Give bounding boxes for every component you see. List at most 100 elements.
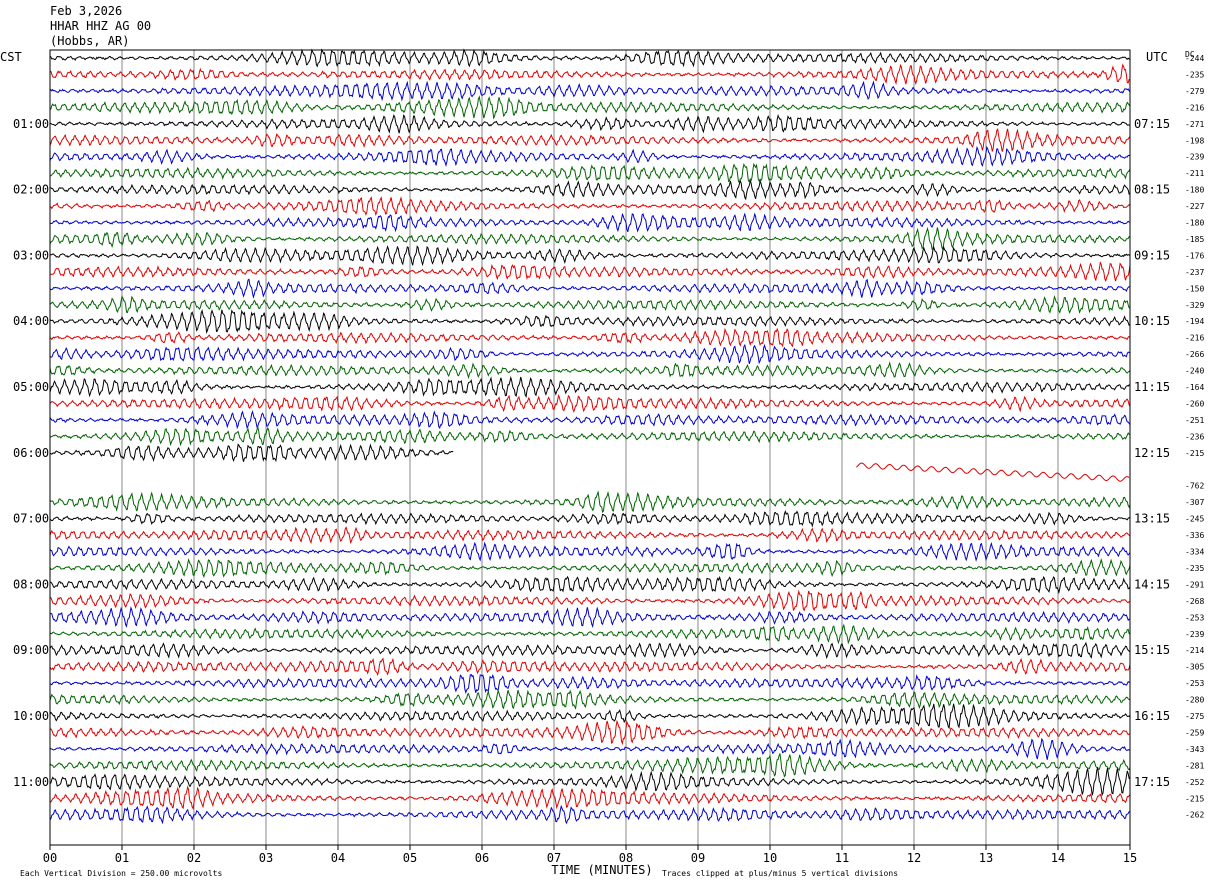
dc-offset-label: -245 [1185, 515, 1204, 524]
trace-line [49, 575, 1131, 595]
trace-line [49, 719, 1131, 746]
trace-line [49, 327, 1131, 348]
utc-hour-label: 14:15 [1134, 577, 1170, 591]
trace-line [49, 623, 1131, 645]
trace-line [49, 375, 1131, 398]
trace-line [49, 541, 1131, 562]
clip-note: Traces clipped at plus/minus 5 vertical … [662, 869, 898, 878]
trace-line [49, 63, 1131, 86]
plot-frame [49, 49, 1131, 846]
dc-offset-label: -307 [1185, 498, 1204, 507]
trace-line [49, 394, 1131, 413]
dc-offset-label: -343 [1185, 745, 1204, 754]
trace-line [856, 462, 1130, 482]
x-tick-label: 11 [835, 851, 849, 865]
utc-hour-label: 17:15 [1134, 775, 1170, 789]
dc-offset-label: -240 [1185, 367, 1204, 376]
cst-hour-label: 11:00 [13, 775, 49, 789]
dc-offset-label: -235 [1185, 70, 1204, 79]
trace-line [49, 179, 1131, 201]
trace-line [49, 145, 1131, 167]
dc-offset-label: -334 [1185, 548, 1204, 557]
x-tick-label: 01 [115, 851, 129, 865]
x-tick-label: 02 [187, 851, 201, 865]
trace-line [49, 261, 1131, 283]
trace-line [49, 343, 1131, 365]
utc-hour-label: 11:15 [1134, 380, 1170, 394]
trace-line [49, 48, 1131, 68]
label-group: 00 01 02 03 04 05 06 07 08 09 10 11 12 13 14 15 -244 -235… [0, 50, 1204, 878]
dc-offset-label: -275 [1185, 712, 1204, 721]
x-tick-label: 15 [1123, 851, 1137, 865]
dc-offset-label: -252 [1185, 778, 1204, 787]
cst-hour-label: 10:00 [13, 709, 49, 723]
dc-offset-label: -280 [1185, 696, 1204, 705]
dc-offset-label: -227 [1185, 202, 1204, 211]
dc-offset-label: -291 [1185, 580, 1204, 589]
header-date: Feb 3,2026 [50, 4, 123, 18]
scale-note: Each Vertical Division = 250.00 microvol… [20, 869, 222, 878]
dc-offset-label: -164 [1185, 383, 1204, 392]
dc-offset-label: -176 [1185, 251, 1204, 260]
trace-line [49, 767, 1131, 797]
trace-line [49, 295, 1131, 315]
trace-line [49, 361, 1131, 380]
trace-line [49, 212, 1131, 233]
trace-line [49, 589, 1131, 612]
trace-line [49, 80, 1131, 102]
dc-offset-label: -260 [1185, 399, 1204, 408]
dc-offset-label: -194 [1185, 317, 1204, 326]
cst-hour-label: 06:00 [13, 446, 49, 460]
trace-line [49, 753, 1131, 778]
dc-offset-label: -251 [1185, 416, 1204, 425]
x-tick-label: 09 [691, 851, 705, 865]
dc-offset-label: -180 [1185, 186, 1204, 195]
utc-hour-label: 15:15 [1134, 643, 1170, 657]
dc-offset-label: -239 [1185, 153, 1204, 162]
trace-line [49, 673, 1131, 695]
dc-offset-label: -762 [1185, 482, 1204, 491]
dc-offset-label: -216 [1185, 334, 1204, 343]
x-tick-label: 06 [475, 851, 489, 865]
trace-line [49, 657, 1131, 677]
cst-hour-label: 07:00 [13, 512, 49, 526]
cst-hour-label: 04:00 [13, 314, 49, 328]
dc-offset-label: -271 [1185, 120, 1204, 129]
dc-offset-label: -215 [1185, 449, 1204, 458]
dc-offset-label: -150 [1185, 284, 1204, 293]
utc-hour-label: 12:15 [1134, 446, 1170, 460]
dc-offset-label: -180 [1185, 219, 1204, 228]
utc-hour-label: 16:15 [1134, 709, 1170, 723]
trace-line [49, 703, 1131, 730]
cst-hour-label: 05:00 [13, 380, 49, 394]
right-timezone-label: UTC [1146, 50, 1168, 64]
dc-offset-label: -279 [1185, 87, 1204, 96]
trace-line [49, 410, 1131, 430]
x-tick-label: 00 [43, 851, 57, 865]
x-tick-label: 07 [547, 851, 561, 865]
dc-offset-label: -239 [1185, 630, 1204, 639]
x-tick-label: 04 [331, 851, 345, 865]
dc-offset-label: -253 [1185, 613, 1204, 622]
dc-offset-label: -268 [1185, 597, 1204, 606]
trace-line [49, 226, 1131, 252]
utc-hour-label: 07:15 [1134, 117, 1170, 131]
x-tick-label: 10 [763, 851, 777, 865]
left-timezone-label: CST [0, 50, 22, 64]
trace-line [49, 196, 1131, 217]
trace-line [49, 490, 1131, 514]
dc-offset-label: -266 [1185, 350, 1204, 359]
trace-line [49, 278, 1131, 299]
cst-hour-label: 01:00 [13, 117, 49, 131]
trace-line [49, 689, 1131, 710]
utc-hour-label: 10:15 [1134, 314, 1170, 328]
trace-line [49, 113, 1131, 134]
header-location: (Hobbs, AR) [50, 34, 130, 48]
trace-line [49, 162, 1131, 183]
x-axis-label: TIME (MINUTES) [551, 863, 652, 877]
utc-hour-label: 13:15 [1134, 512, 1170, 526]
dc-offset-label: -185 [1185, 235, 1204, 244]
trace-line [49, 443, 454, 463]
cst-hour-label: 09:00 [13, 643, 49, 657]
